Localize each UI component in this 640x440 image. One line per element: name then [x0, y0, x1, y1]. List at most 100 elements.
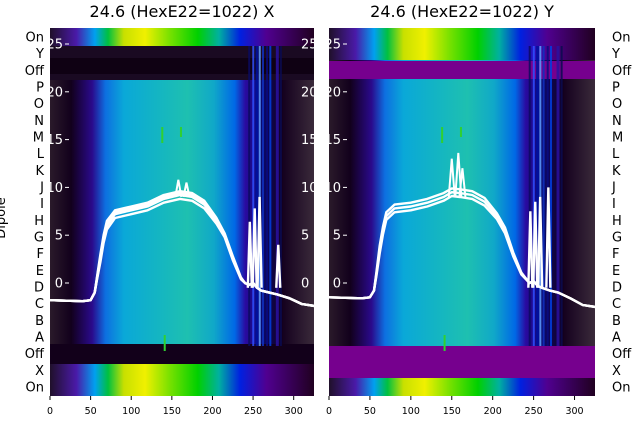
heatmap-stripe — [252, 46, 255, 346]
y-tick-label-right: 20 — [301, 85, 318, 100]
row-label: I — [612, 197, 616, 212]
row-label: K — [612, 164, 621, 179]
x-tick-label: 300 — [285, 406, 303, 417]
heatmap-stripe — [258, 46, 261, 346]
row-label: P — [612, 81, 620, 96]
y-tick-label: 25 — [324, 38, 341, 53]
row-label: G — [34, 231, 44, 246]
row-label: M — [612, 131, 623, 146]
heatmap-row-on-top-y — [329, 28, 595, 60]
y-tick-label: 0 — [333, 277, 341, 292]
series-spike — [246, 221, 254, 288]
x-tick-label: 200 — [484, 406, 502, 417]
x-ticks-y: 0 50 100 150 200 250 300 — [326, 396, 584, 417]
y-tick-label: 15 — [324, 133, 341, 148]
row-label: Y — [611, 47, 620, 62]
series-peak — [174, 179, 183, 198]
y-axis-label: Dipole — [0, 197, 9, 238]
heatmap-stripe — [279, 46, 282, 346]
chart-title-y: 24.6 (HexE22=1022) Y — [370, 2, 554, 21]
row-label: G — [612, 231, 622, 246]
row-label: E — [36, 264, 44, 279]
y-ticks-x: 0 5 10 15 20 25 0 5 10 15 20 25 — [46, 38, 317, 292]
row-label: M — [33, 131, 44, 146]
heatmap-stripe — [542, 46, 545, 346]
x-tick-label: 150 — [163, 406, 181, 417]
row-label: D — [34, 281, 44, 296]
y-tick-label-right: 5 — [301, 229, 309, 244]
heatmap-main-x — [50, 28, 314, 396]
heatmap-stripe — [266, 46, 269, 346]
heatmap-row-on-top-x — [50, 28, 314, 46]
y-tick-label: 15 — [46, 133, 63, 148]
row-label: K — [35, 164, 44, 179]
heatmap-speck — [163, 335, 166, 351]
row-label: Off — [612, 64, 632, 79]
chart-title-x: 24.6 (HexE22=1022) X — [90, 2, 275, 21]
panel-y — [329, 28, 595, 396]
row-label: O — [34, 97, 44, 112]
series-line — [329, 194, 595, 309]
row-label: On — [612, 381, 630, 396]
x-tick-label: 100 — [402, 406, 420, 417]
row-label: B — [612, 314, 621, 329]
row-label: D — [612, 281, 622, 296]
x-tick-label: 250 — [525, 406, 543, 417]
series-spike — [536, 196, 544, 288]
x-tick-label: 200 — [203, 406, 221, 417]
heatmap-stripe — [556, 46, 560, 346]
heatmap-row-off-top-x — [50, 58, 314, 74]
x-tick-label: 300 — [565, 406, 583, 417]
heatmap-stripe — [532, 46, 535, 346]
heatmap-stripe — [262, 46, 265, 346]
x-tick-label: 100 — [122, 406, 140, 417]
row-label: H — [612, 214, 622, 229]
row-label: C — [612, 297, 621, 312]
row-label: F — [612, 247, 619, 262]
x-tick-label: 0 — [326, 406, 332, 417]
row-label: H — [34, 214, 44, 229]
y-tick-label-right: 15 — [301, 133, 318, 148]
series-spike — [545, 187, 552, 288]
x-tick-label: 0 — [47, 406, 53, 417]
row-label: Off — [25, 347, 45, 362]
heatmap-row-on-bottom-x — [50, 364, 314, 396]
y-tick-label: 20 — [324, 85, 341, 100]
x-tick-label: 50 — [364, 406, 376, 417]
y-tick-label: 5 — [55, 229, 63, 244]
heatmap-speck — [179, 127, 182, 137]
x-tick-label: 150 — [443, 406, 461, 417]
row-label: I — [40, 197, 44, 212]
heatmap-speck — [441, 127, 444, 143]
row-label: A — [35, 331, 44, 346]
row-label: B — [35, 314, 44, 329]
x-tick-label: 50 — [85, 406, 97, 417]
stripes-x — [161, 46, 282, 351]
heatmap-stripe — [549, 46, 552, 346]
row-label: L — [612, 147, 620, 162]
heatmap-stripe — [275, 46, 279, 346]
panel-x — [50, 28, 314, 396]
y-tick-label: 5 — [333, 229, 341, 244]
heatmap-row-off-bottom-y — [329, 346, 595, 378]
row-label: O — [612, 97, 622, 112]
row-label: J — [611, 181, 616, 196]
y-tick-label: 10 — [46, 181, 63, 196]
row-label: On — [612, 31, 630, 46]
row-label: Y — [35, 47, 44, 62]
row-label: On — [26, 31, 44, 46]
series-spike — [532, 201, 539, 288]
y-tick-label-right: 0 — [301, 277, 309, 292]
y-tick-label-right: 10 — [301, 181, 318, 196]
series-peak — [182, 182, 191, 198]
heatmap-row-on-bottom-y — [329, 378, 595, 396]
heatmap-stripe — [560, 46, 563, 346]
series-spike — [256, 196, 263, 288]
x-tick-label: 250 — [244, 406, 262, 417]
series-peak — [458, 168, 467, 198]
row-label: F — [37, 247, 44, 262]
series-line — [50, 191, 314, 308]
